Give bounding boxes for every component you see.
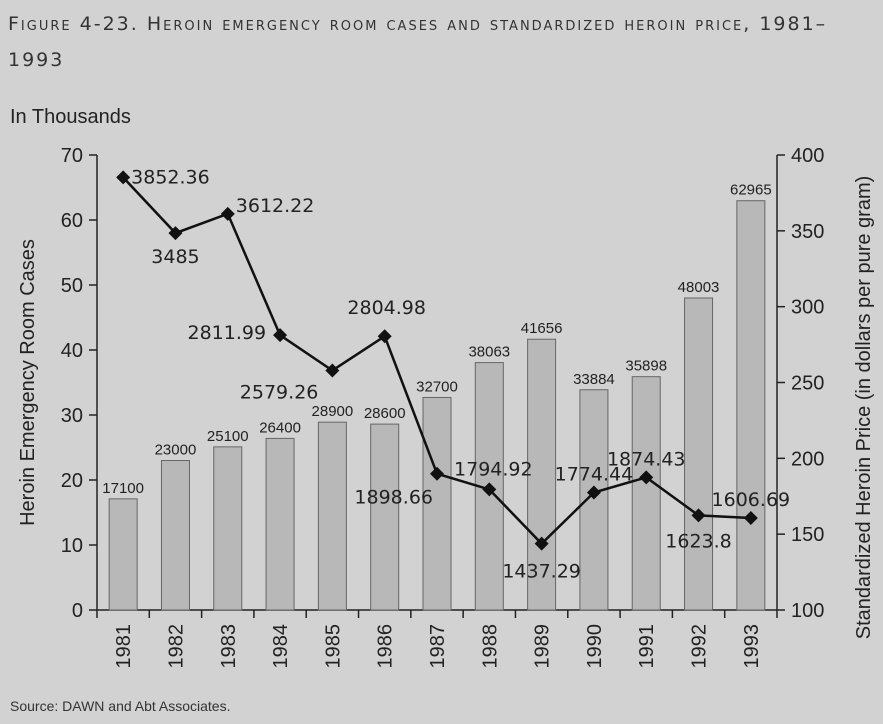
x-tick-label: 1981: [113, 624, 135, 669]
bar-value-label: 17100: [102, 480, 144, 497]
left-tick-label: 0: [72, 600, 83, 622]
right-tick-label: 150: [791, 524, 824, 546]
left-tick-label: 70: [61, 145, 83, 167]
x-tick-label: 1988: [479, 624, 501, 669]
x-tick-label: 1992: [689, 624, 711, 669]
price-value-label: 3852.36: [131, 166, 210, 188]
price-value-label: 2811.99: [187, 322, 266, 344]
bar: [579, 389, 609, 611]
price-value-label: 3485: [151, 246, 199, 268]
x-tick-label: 1983: [218, 624, 240, 669]
right-tick-label: 400: [791, 145, 824, 167]
left-tick-label: 40: [61, 340, 83, 362]
price-marker: [482, 482, 497, 497]
bar-value-label: 48003: [678, 279, 720, 296]
right-tick-label: 350: [791, 221, 824, 243]
bar: [317, 421, 347, 611]
right-tick-label: 200: [791, 448, 824, 470]
x-tick-label: 1984: [270, 624, 292, 669]
price-marker: [639, 470, 654, 485]
bar: [370, 423, 400, 611]
bar-value-label: 38063: [468, 344, 510, 361]
y-axis-title-right: Standardized Heroin Price (in dollars pe…: [853, 176, 875, 640]
bar: [422, 396, 452, 611]
price-marker: [377, 329, 392, 344]
price-marker: [743, 510, 758, 525]
x-tick-label: 1982: [165, 624, 187, 669]
price-value-label: 1437.29: [502, 561, 581, 583]
x-tick-label: 1985: [322, 624, 344, 669]
price-marker: [273, 328, 288, 343]
bar: [684, 297, 714, 611]
price-marker: [534, 536, 549, 551]
bar-value-label: 26400: [259, 419, 301, 436]
price-marker: [586, 485, 601, 500]
bar-value-label: 25100: [207, 428, 249, 445]
unit-label: In Thousands: [10, 106, 131, 128]
left-tick-label: 30: [61, 405, 83, 427]
price-value-label: 1606.69: [712, 489, 791, 511]
bar-value-label: 41656: [521, 320, 563, 337]
bar: [213, 446, 243, 611]
x-tick-label: 1986: [375, 624, 397, 669]
price-value-label: 2804.98: [347, 297, 426, 319]
price-marker: [116, 170, 131, 185]
bar: [108, 498, 138, 611]
price-value-label: 2579.26: [240, 381, 319, 403]
bar-value-label: 28600: [364, 405, 406, 422]
price-value-label: 1874.43: [607, 448, 686, 470]
x-tick-label: 1991: [636, 624, 658, 669]
y-axis-title-left: Heroin Emergency Room Cases: [17, 239, 39, 526]
bar-value-label: 32700: [416, 378, 458, 395]
bar-value-label: 62965: [730, 182, 772, 199]
source-note: Source: DAWN and Abt Associates.: [10, 698, 231, 714]
chart-title: Figure 4-23. Heroin emergency room cases…: [8, 13, 828, 71]
bar-value-label: 35898: [625, 358, 667, 375]
bar: [631, 376, 661, 611]
price-marker: [691, 508, 706, 523]
bar-value-label: 23000: [155, 442, 197, 459]
price-marker: [325, 363, 340, 378]
bar: [736, 200, 766, 611]
left-tick-label: 10: [61, 535, 83, 557]
right-tick-label: 250: [791, 373, 824, 395]
left-tick-label: 50: [61, 275, 83, 297]
left-tick-label: 20: [61, 470, 83, 492]
price-marker: [168, 226, 183, 241]
left-tick-label: 60: [61, 210, 83, 232]
price-value-label: 3612.22: [236, 195, 315, 217]
right-tick-label: 100: [791, 600, 824, 622]
bar: [527, 338, 557, 611]
bar: [265, 437, 295, 611]
price-value-label: 1623.8: [665, 530, 731, 552]
right-tick-label: 300: [791, 297, 824, 319]
price-value-label: 1774.44: [555, 464, 634, 486]
price-marker: [220, 206, 235, 221]
bar: [160, 460, 190, 611]
x-tick-label: 1989: [532, 624, 554, 669]
x-tick-label: 1990: [584, 624, 606, 669]
price-value-label: 1794.92: [454, 458, 533, 480]
price-value-label: 1898.66: [354, 487, 433, 509]
bar-value-label: 33884: [573, 371, 615, 388]
x-tick-label: 1987: [427, 624, 449, 669]
price-marker: [430, 466, 444, 481]
bar-value-label: 28900: [312, 403, 354, 420]
x-tick-label: 1993: [741, 624, 763, 669]
